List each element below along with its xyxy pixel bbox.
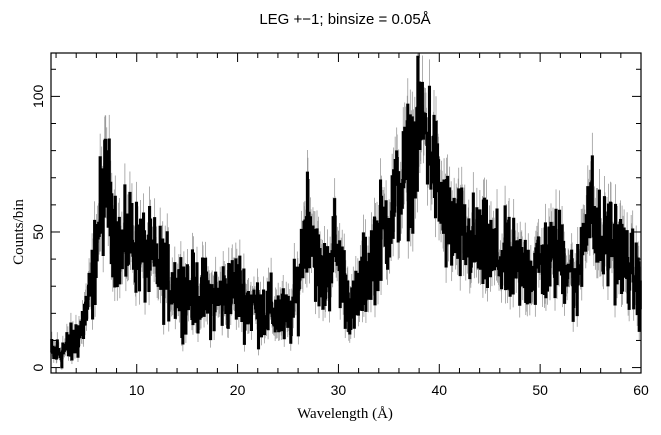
x-axis-ticks: 10 20 30 40 50 60: [55, 53, 649, 398]
x-tick-label: 10: [129, 382, 145, 398]
x-tick-label: 30: [331, 382, 347, 398]
y-tick-label: 0: [30, 363, 46, 371]
plot-frame: [50, 52, 642, 374]
x-tick-label: 60: [633, 382, 649, 398]
y-tick-label: 50: [30, 224, 46, 240]
x-tick-label: 40: [432, 382, 448, 398]
x-axis-label: Wavelength (Å): [297, 406, 393, 422]
spectrum-series-line: [50, 55, 642, 369]
y-tick-label: 100: [30, 84, 46, 108]
x-tick-label: 50: [532, 382, 548, 398]
y-axis-label: Counts/bin: [11, 199, 27, 265]
chart-title: LEG +−1; binsize = 0.05Å: [259, 11, 430, 28]
x-tick-label: 20: [230, 382, 246, 398]
y-axis-ticks: 0 50 100: [30, 68, 641, 371]
